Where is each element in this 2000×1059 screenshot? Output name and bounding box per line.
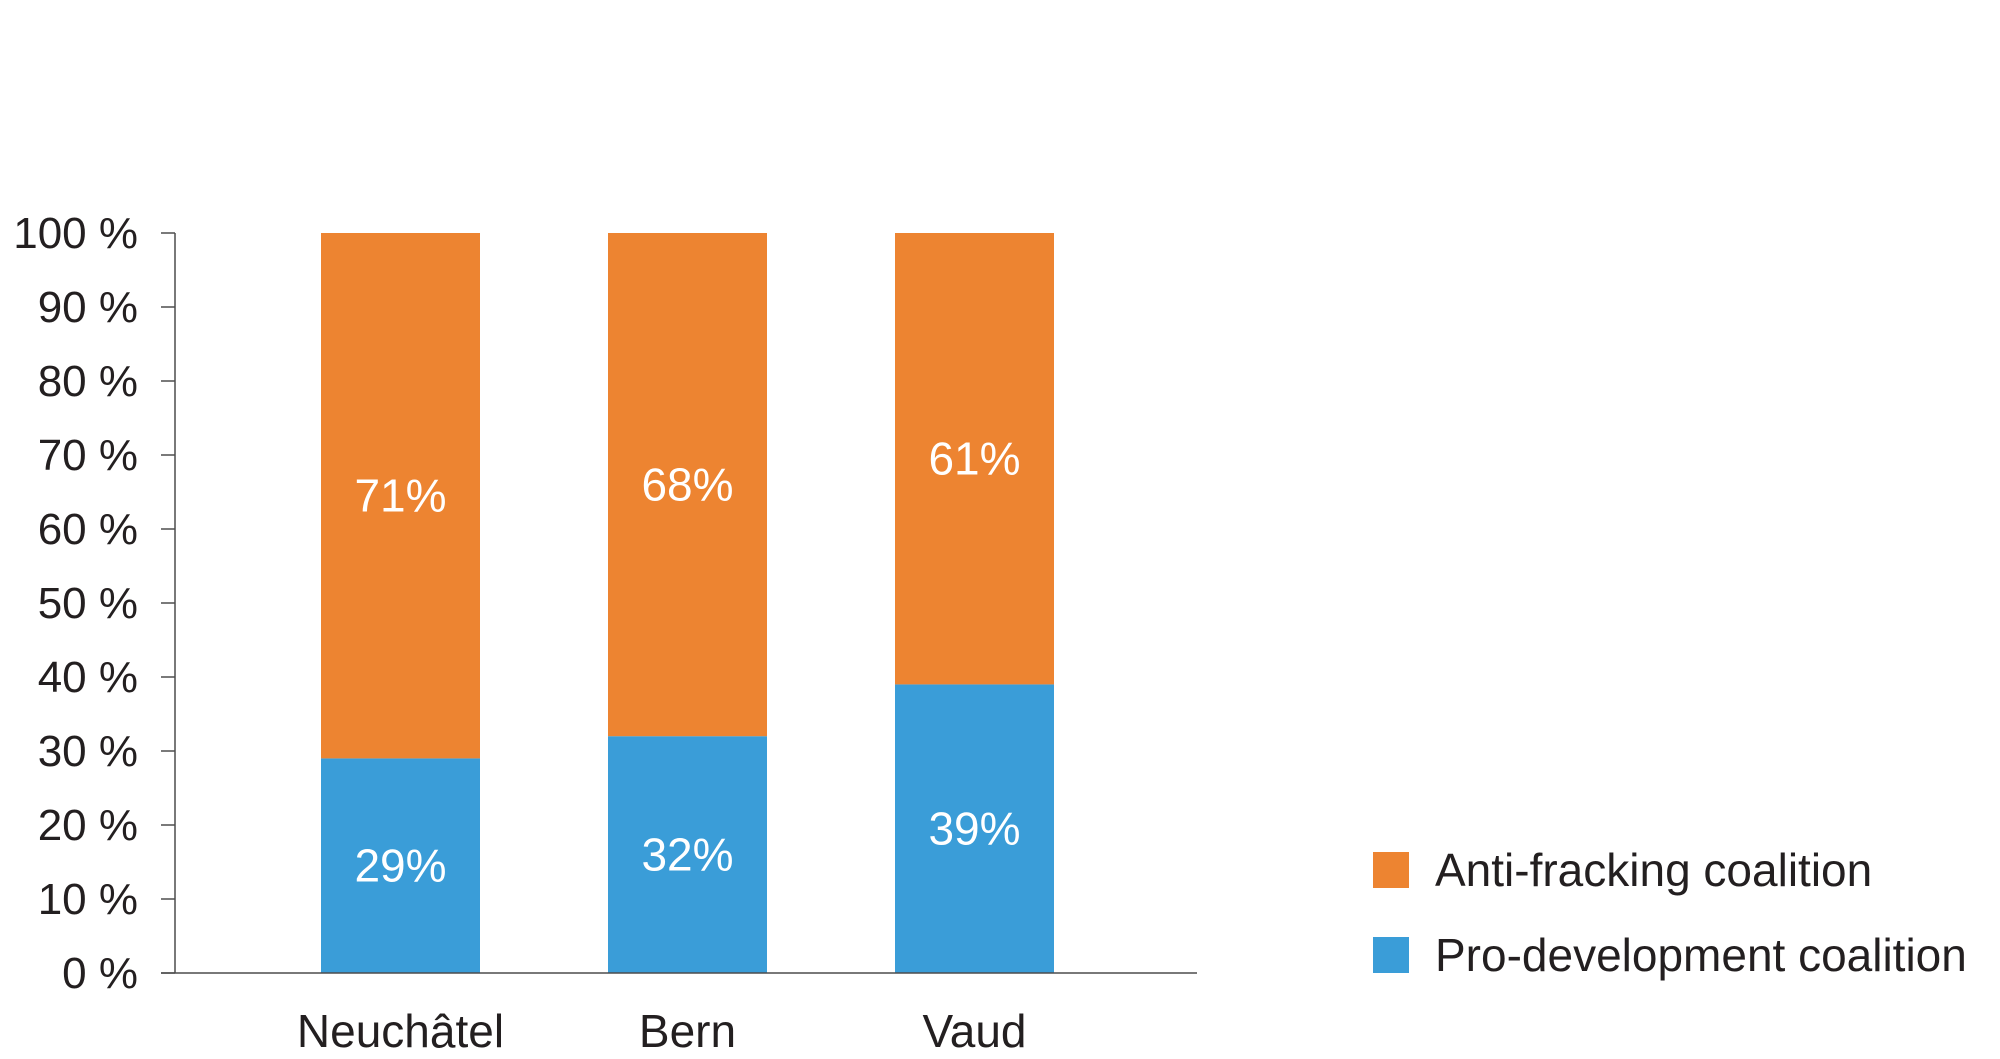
y-axis: 0 % 10 % 20 % 30 % 40 % 50 % 60 % 70 % 80 % 90 % 1… [13, 209, 176, 998]
y-tick-label: 20 % [38, 801, 138, 850]
legend-swatch [1373, 852, 1409, 888]
bar-value-label: 32% [641, 829, 733, 881]
legend-label: Anti-fracking coalition [1435, 844, 1872, 896]
y-tick-label: 10 % [38, 875, 138, 924]
bar-value-label: 61% [928, 433, 1020, 485]
y-tick-label: 70 % [38, 431, 138, 480]
bar-segment-anti-fracking-0 [321, 233, 480, 759]
bar-value-label: 29% [354, 840, 446, 892]
y-tick-label: 0 % [62, 949, 138, 998]
bars: 29% 71% 32% 68% 39% 61% [321, 233, 1054, 973]
y-tick-label: 60 % [38, 505, 138, 554]
x-axis: Neuchâtel Bern Vaud [161, 972, 1197, 1057]
y-tick-label: 50 % [38, 579, 138, 628]
y-tick-label: 100 % [13, 209, 138, 258]
legend: Anti-fracking coalition Pro-development c… [1373, 844, 1967, 981]
bar-segment-anti-fracking-2 [895, 233, 1054, 685]
bar-segment-anti-fracking-1 [608, 233, 767, 737]
y-tick-label: 40 % [38, 653, 138, 702]
y-tick-label: 30 % [38, 727, 138, 776]
bar-segment-pro-development-1 [608, 736, 767, 973]
bar-value-label: 68% [641, 459, 733, 511]
legend-label: Pro-development coalition [1435, 929, 1967, 981]
x-category-label: Neuchâtel [297, 1005, 504, 1057]
bar-value-label: 71% [354, 470, 446, 522]
bar-value-label: 39% [928, 803, 1020, 855]
y-tick-label: 90 % [38, 283, 138, 332]
bar-segment-pro-development-0 [321, 758, 480, 973]
y-tick-label: 80 % [38, 357, 138, 406]
x-category-label: Bern [639, 1005, 736, 1057]
bar-segment-pro-development-2 [895, 684, 1054, 973]
legend-swatch [1373, 937, 1409, 973]
x-category-label: Vaud [922, 1005, 1026, 1057]
